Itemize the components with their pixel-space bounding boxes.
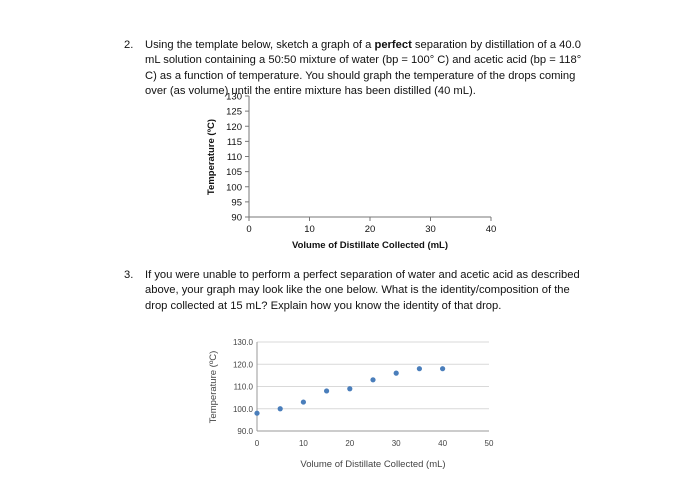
chart2-data-point bbox=[347, 386, 353, 392]
chart2-data-point bbox=[277, 406, 283, 412]
chart2-y-tick-label: 120.0 bbox=[233, 360, 254, 369]
chart2-data-point bbox=[416, 366, 422, 372]
chart2-data-point bbox=[393, 370, 399, 376]
chart2-data-point bbox=[254, 410, 260, 416]
chart1-x-tick-label: 30 bbox=[425, 224, 436, 235]
question-2-line-2: mL solution containing a 50:50 mixture o… bbox=[145, 54, 582, 67]
question-2-line-1a: Using the template below, sketch a graph… bbox=[145, 39, 375, 51]
chart2-x-tick-label: 0 bbox=[255, 439, 260, 448]
chart2-x-tick-label: 40 bbox=[438, 439, 447, 448]
chart1-x-tick-label: 20 bbox=[365, 224, 376, 235]
chart1-y-tick-label: 100 bbox=[226, 182, 242, 193]
chart1-y-axis-title: Temperature (ºC) bbox=[206, 119, 217, 195]
chart1-y-tick-label: 90 bbox=[231, 213, 242, 224]
chart2-x-tick-label: 10 bbox=[299, 439, 308, 448]
question-3-text: If you were unable to perform a perfect … bbox=[145, 268, 580, 314]
chart1-y-tick-label: 125 bbox=[226, 107, 242, 118]
chart2-x-tick-label: 50 bbox=[485, 439, 494, 448]
question-2-line-3: C) as a function of temperature. You sho… bbox=[145, 69, 576, 82]
question-3-line-1: If you were unable to perform a perfect … bbox=[145, 269, 580, 281]
chart1-x-tick-label: 10 bbox=[304, 224, 315, 235]
chart1-y-tick-label: 110 bbox=[227, 152, 242, 163]
chart2-data-point bbox=[300, 399, 306, 405]
chart1-x-tick-label: 40 bbox=[486, 224, 497, 235]
chart2-data-point bbox=[440, 366, 446, 372]
chart2-y-tick-label: 130.0 bbox=[233, 338, 254, 347]
question-2-text: Using the template below, sketch a graph… bbox=[145, 38, 581, 99]
question-3-line-2: above, your graph may look like the one … bbox=[145, 284, 570, 297]
question-2-line-4: over (as volume) until the entire mixtur… bbox=[145, 84, 476, 97]
question-2-line-1b: separation by distillation of a 40.0 bbox=[411, 39, 581, 51]
chart1-y-tick-label: 130 bbox=[226, 92, 242, 103]
chart1-y-tick-label: 105 bbox=[226, 167, 242, 178]
chart2-x-tick-label: 30 bbox=[392, 439, 401, 448]
chart2-y-tick-label: 110.0 bbox=[234, 383, 254, 392]
chart2-x-axis-title: Volume of Distillate Collected (mL) bbox=[300, 459, 445, 470]
chart2-data-point bbox=[324, 388, 330, 394]
question-3-number: 3. bbox=[124, 269, 134, 281]
chart2-y-tick-label: 100.0 bbox=[233, 405, 254, 414]
question-2-bold-word: perfect bbox=[374, 39, 412, 51]
chart1-y-tick-label: 115 bbox=[227, 137, 242, 148]
chart1-y-tick-label: 95 bbox=[231, 197, 242, 208]
chart2-x-tick-label: 20 bbox=[345, 439, 354, 448]
chart2-y-axis-title: Temperature (ºC) bbox=[208, 351, 219, 424]
question-2-number: 2. bbox=[124, 39, 134, 51]
question-3-line-3: drop collected at 15 mL? Explain how you… bbox=[145, 299, 502, 312]
chart2-data-point bbox=[370, 377, 376, 383]
chart1-x-axis-title: Volume of Distillate Collected (mL) bbox=[292, 240, 448, 251]
chart2-y-tick-label: 90.0 bbox=[237, 427, 253, 436]
chart1-x-tick-label: 0 bbox=[246, 224, 251, 235]
chart1-y-tick-label: 120 bbox=[226, 122, 242, 133]
